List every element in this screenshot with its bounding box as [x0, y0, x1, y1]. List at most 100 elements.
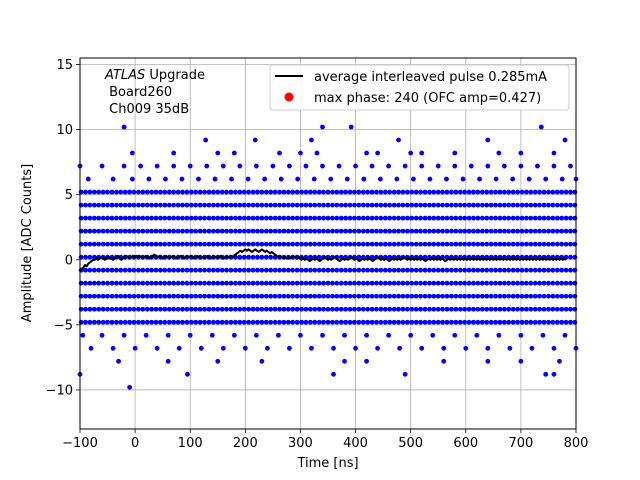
scatter-point: [233, 267, 238, 273]
scatter-point: [374, 202, 379, 208]
scatter-point: [250, 280, 256, 286]
scatter-point: [550, 241, 556, 247]
scatter-point: [400, 267, 406, 273]
scatter-point: [519, 319, 525, 325]
scatter-point: [241, 254, 247, 260]
scatter-point: [166, 267, 172, 273]
scatter-point: [268, 189, 274, 195]
scatter-point: [132, 345, 138, 351]
scatter-point: [343, 241, 349, 247]
scatter-point: [497, 241, 503, 247]
scatter-point: [528, 189, 534, 195]
scatter-point: [515, 280, 520, 286]
scatter-point: [206, 189, 212, 195]
scatter-point: [493, 306, 498, 312]
scatter-point: [294, 215, 300, 221]
scatter-point: [365, 215, 371, 221]
scatter-point: [419, 163, 425, 169]
scatter-point: [374, 280, 379, 286]
x-tick-label: 500: [398, 436, 423, 451]
scatter-point: [202, 215, 207, 221]
scatter-point: [374, 293, 379, 299]
scatter-point: [276, 332, 281, 338]
scatter-point: [78, 280, 84, 286]
scatter-point: [87, 241, 93, 247]
scatter-point: [543, 371, 549, 377]
scatter-point: [369, 306, 375, 312]
scatter-point: [352, 215, 357, 221]
scatter-point: [224, 228, 229, 234]
scatter-point: [233, 241, 238, 247]
scatter-point: [149, 189, 155, 195]
scatter-point: [532, 215, 538, 221]
scatter-point: [431, 215, 437, 221]
scatter-point: [378, 228, 384, 234]
scatter-point: [309, 137, 314, 143]
scatter-point: [532, 319, 538, 325]
scatter-point: [330, 293, 335, 299]
scatter-point: [431, 189, 437, 195]
scatter-point: [519, 241, 525, 247]
scatter-point: [365, 267, 371, 273]
annotation-line-2: Board260: [105, 85, 172, 100]
y-tick-label: 0: [65, 253, 73, 268]
scatter-point: [290, 267, 296, 273]
scatter-point: [374, 267, 379, 273]
scatter-point: [224, 280, 229, 286]
scatter-point: [559, 202, 565, 208]
scatter-point: [83, 280, 88, 286]
scatter-point: [356, 319, 362, 325]
scatter-point: [519, 267, 525, 273]
scatter-point: [546, 306, 551, 312]
scatter-point: [255, 215, 260, 221]
scatter-point: [551, 345, 557, 351]
scatter-point: [78, 254, 84, 260]
scatter-point: [307, 306, 313, 312]
scatter-point: [462, 241, 468, 247]
scatter-point: [546, 280, 551, 286]
scatter-point: [241, 241, 247, 247]
scatter-point: [198, 345, 204, 351]
scatter-point: [246, 319, 252, 325]
scatter-point: [554, 241, 560, 247]
scatter-point: [444, 215, 450, 221]
scatter-point: [246, 215, 252, 221]
y-tick-label: −10: [46, 383, 73, 398]
scatter-point: [501, 163, 507, 169]
x-axis-ticks: −100 0 100 200 300 400 500 600 700 800: [62, 429, 588, 451]
scatter-point: [435, 163, 441, 169]
scatter-point: [550, 267, 556, 273]
scatter-point: [237, 215, 243, 221]
scatter-point: [532, 293, 538, 299]
scatter-point: [321, 293, 326, 299]
scatter-point: [113, 241, 119, 247]
scatter-point: [127, 319, 132, 325]
scatter-point: [331, 345, 336, 351]
scatter-point: [321, 267, 326, 273]
scatter-point: [369, 293, 375, 299]
scatter-point: [524, 267, 529, 273]
scatter-point: [528, 280, 534, 286]
scatter-point: [541, 267, 547, 273]
scatter-point: [400, 202, 406, 208]
scatter-point: [471, 215, 476, 221]
scatter-point: [528, 228, 534, 234]
scatter-point: [466, 241, 472, 247]
scatter-point: [113, 267, 119, 273]
scatter-point: [537, 306, 543, 312]
scatter-point: [184, 293, 190, 299]
scatter-point: [228, 319, 234, 325]
scatter-point: [228, 293, 234, 299]
scatter-point: [524, 241, 529, 247]
scatter-point: [510, 189, 516, 195]
scatter-point: [475, 267, 481, 273]
scatter-point: [272, 319, 278, 325]
scatter-point: [303, 319, 309, 325]
scatter-point: [259, 319, 265, 325]
scatter-point: [277, 267, 282, 273]
scatter-point: [325, 241, 331, 247]
x-tick-label: 600: [453, 436, 478, 451]
scatter-point: [206, 319, 212, 325]
scatter-point: [488, 267, 494, 273]
scatter-point: [287, 163, 292, 169]
